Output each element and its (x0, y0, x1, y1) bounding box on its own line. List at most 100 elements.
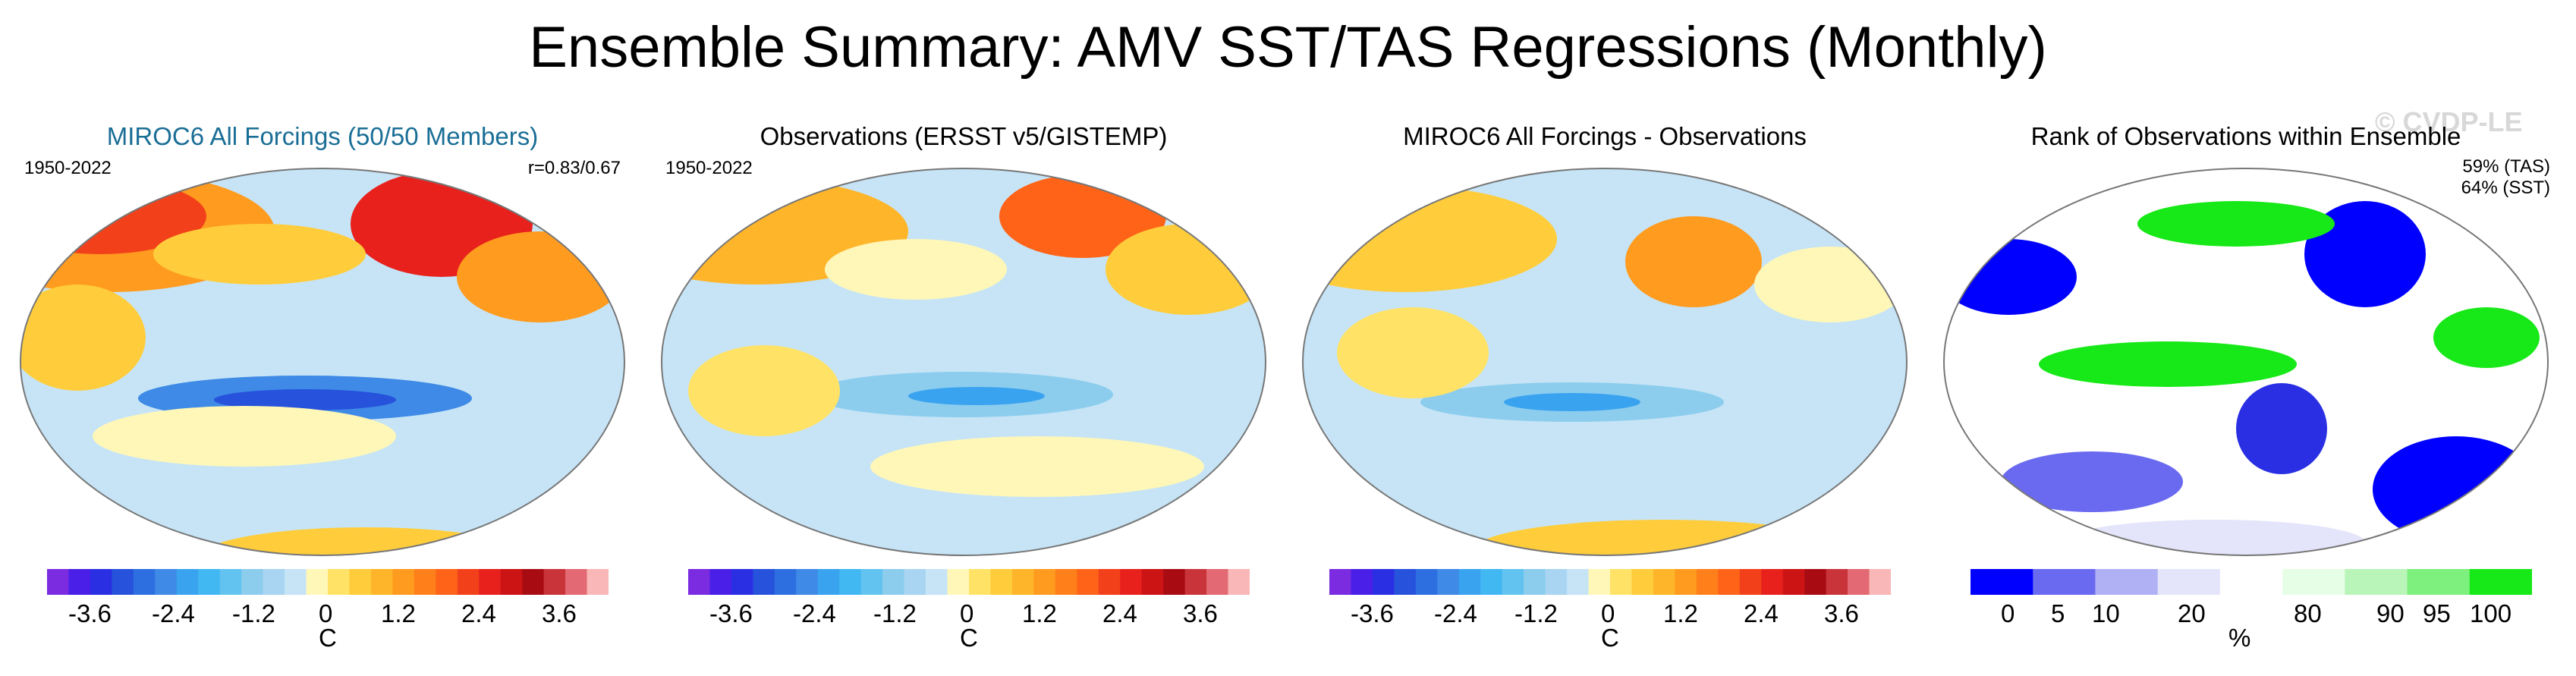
colorbar-swatch (1141, 569, 1164, 595)
colorbar-swatch (1437, 569, 1460, 595)
colorbar-swatch (947, 569, 970, 595)
colorbar-tick-label: 1.2 (1663, 599, 1698, 627)
colorbar-swatch (543, 569, 566, 595)
colorbar-swatches (1971, 569, 2532, 595)
colorbar-swatch (2345, 569, 2408, 595)
colorbar-tick-label: 80 (2294, 599, 2322, 627)
watermark: © CVDP-LE (2375, 106, 2523, 137)
colorbar-swatch (522, 569, 545, 595)
colorbar-swatch (1610, 569, 1632, 595)
panel-title: MIROC6 All Forcings (50/50 Members) (106, 122, 539, 150)
colorbar-swatch (904, 569, 926, 595)
colorbar-tick-label: -2.4 (793, 599, 836, 627)
low-rank-region (2236, 383, 2327, 474)
colorbar-tick-label: 0 (1601, 599, 1615, 627)
colorbar-swatch (1184, 569, 1207, 595)
colorbar-swatch (2219, 569, 2283, 595)
colorbar-swatch (2407, 569, 2471, 595)
colorbar-swatch (1869, 569, 1891, 595)
colorbar-swatch (1502, 569, 1524, 595)
colorbar-swatch (565, 569, 588, 595)
colorbar-swatch (587, 569, 609, 595)
map-border (661, 168, 1266, 556)
colorbar-swatch (285, 569, 307, 595)
colorbar-swatch (688, 569, 710, 595)
cool-region (214, 389, 396, 410)
panel-title: Observations (ERSST v5/GISTEMP) (760, 122, 1168, 150)
colorbar-swatches (688, 569, 1250, 595)
observations-map (661, 168, 1266, 556)
colorbar-tick-label: -3.6 (1351, 599, 1394, 627)
colorbar-swatch (882, 569, 905, 595)
difference-map (1302, 168, 1908, 556)
colorbar-swatch (349, 569, 372, 595)
correlation-label: r=0.83/0.67 (527, 158, 621, 178)
model-map (20, 168, 625, 556)
panel-difference: MIROC6 All Forcings - Observations -3.6 … (1290, 114, 1920, 675)
colorbar-tick-label: 5 (2051, 599, 2065, 627)
colorbar-swatch (1228, 569, 1250, 595)
panel-model: MIROC6 All Forcings (50/50 Members) 1950… (8, 114, 637, 675)
colorbar (47, 569, 609, 595)
warm-region (688, 345, 840, 436)
colorbar (1971, 569, 2532, 595)
colorbar-swatch (839, 569, 862, 595)
low-rank-region (2373, 436, 2540, 542)
map-border (20, 168, 625, 556)
colorbar-unit: % (2228, 624, 2251, 652)
colorbar-swatch (1077, 569, 1099, 595)
cool-region (1504, 393, 1640, 411)
colorbar-tick-label: -2.4 (1434, 599, 1477, 627)
panel-observations: Observations (ERSST v5/GISTEMP) 1950-202… (649, 114, 1279, 675)
colorbar-tick-label: 100 (2470, 599, 2512, 627)
colorbar-swatches (47, 569, 609, 595)
colorbar-swatch (457, 569, 480, 595)
colorbar-swatch (1588, 569, 1611, 595)
colorbar-tick-label: 3.6 (542, 599, 577, 627)
colorbar-tick-label: -1.2 (232, 599, 275, 627)
high-rank-region (2137, 201, 2335, 247)
colorbar-swatch (1098, 569, 1121, 595)
colorbar (688, 569, 1250, 595)
colorbar-swatch (969, 569, 991, 595)
colorbar-swatch (1206, 569, 1229, 595)
colorbar-tick-label: 20 (2178, 599, 2206, 627)
colorbar-swatch (1055, 569, 1077, 595)
colorbar-swatch (68, 569, 91, 595)
warm-region (457, 231, 624, 322)
colorbar-swatch (817, 569, 840, 595)
rank-map (1943, 168, 2549, 556)
colorbar-tick-label: 95 (2423, 599, 2451, 627)
colorbar-unit: C (1601, 624, 1619, 652)
colorbar-swatch (47, 569, 69, 595)
colorbar-tick-label: 90 (2376, 599, 2405, 627)
period-label: 1950-2022 (24, 158, 112, 178)
colorbar (1329, 569, 1891, 595)
low-rank-region (1944, 239, 2077, 315)
colorbar-swatch (1394, 569, 1417, 595)
colorbar-tick-label: 1.2 (1022, 599, 1057, 627)
colorbar-tick-label: 10 (2092, 599, 2120, 627)
colorbar-tick-label: 0 (2001, 599, 2015, 627)
colorbar-swatch (1971, 569, 2033, 595)
colorbar-swatch (112, 569, 134, 595)
colorbar-swatch (1848, 569, 1870, 595)
panel-title: Rank of Observations within Ensemble (2030, 122, 2461, 150)
high-rank-region (2433, 307, 2540, 368)
colorbar-swatch (1804, 569, 1827, 595)
colorbar-swatch (1718, 569, 1741, 595)
colorbar-swatch (241, 569, 264, 595)
warm-region (20, 285, 146, 391)
colorbar-swatch (1163, 569, 1186, 595)
colorbar-swatch (133, 569, 156, 595)
colorbar-swatch (1545, 569, 1568, 595)
colorbar-swatch (1033, 569, 1056, 595)
colorbar-tick-label: 2.4 (1102, 599, 1137, 627)
percent-sst-label: 64% (SST) (2461, 178, 2550, 198)
colorbar-swatch (2469, 569, 2532, 595)
colorbar-swatch (436, 569, 458, 595)
colorbar-swatch (796, 569, 819, 595)
colorbar-tick-label: -2.4 (152, 599, 195, 627)
colorbar-swatch (860, 569, 883, 595)
colorbar-swatch (2033, 569, 2096, 595)
